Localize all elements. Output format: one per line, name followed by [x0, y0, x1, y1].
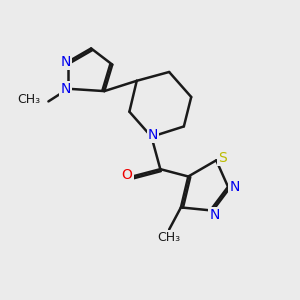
- Text: N: N: [61, 82, 71, 96]
- Text: N: N: [148, 128, 158, 142]
- Text: N: N: [61, 55, 71, 69]
- Text: S: S: [218, 151, 227, 165]
- Text: N: N: [210, 208, 220, 222]
- Text: CH₃: CH₃: [17, 93, 40, 106]
- Text: N: N: [229, 180, 240, 194]
- Text: CH₃: CH₃: [158, 231, 181, 244]
- Text: O: O: [122, 168, 133, 182]
